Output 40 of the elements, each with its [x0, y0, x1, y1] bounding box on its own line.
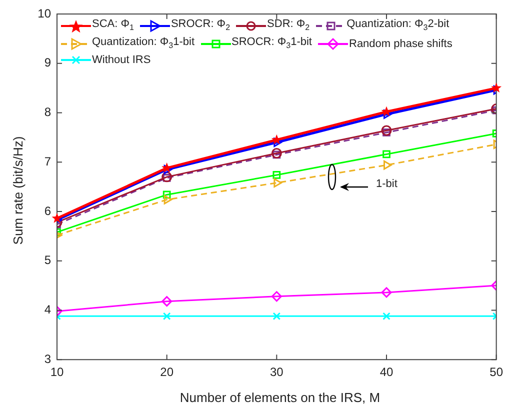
- legend-label: Random phase shifts: [349, 37, 452, 52]
- point: [381, 106, 392, 116]
- legend-label: Quantization: Φ$_{3}$2-bit: [346, 17, 450, 34]
- legend-label: Quantization: Φ$_{3}$1-bit: [92, 35, 195, 52]
- x-axis-title: Number of elements on the IRS, M: [178, 390, 382, 405]
- point: [382, 312, 390, 320]
- point: [271, 148, 282, 158]
- y-tick-label: 5: [44, 253, 52, 268]
- y-tick-label: 9: [44, 56, 52, 70]
- y-tick-label: 10: [38, 6, 52, 20]
- point: [272, 171, 281, 179]
- point: [162, 190, 171, 199]
- x-tick-label: 50: [490, 365, 504, 380]
- point: [164, 194, 172, 204]
- y-tick-label: 7: [44, 154, 52, 168]
- point: [274, 178, 282, 188]
- point: [162, 312, 171, 320]
- x-tick-label: 20: [160, 365, 174, 380]
- legend-label: SROCR: Φ$_{2}$: [170, 17, 230, 34]
- point: [382, 128, 390, 136]
- point: [382, 150, 390, 158]
- y-tick-label: 4: [44, 302, 52, 317]
- point: [381, 125, 392, 136]
- point: [272, 312, 281, 320]
- point: [272, 150, 281, 159]
- legend-label: Without IRS: [92, 53, 151, 68]
- x-tick-label: 30: [270, 365, 284, 380]
- point: [274, 138, 282, 148]
- y-tick-label: 8: [44, 105, 52, 120]
- point: [162, 296, 172, 307]
- y-tick-label: 6: [44, 204, 52, 218]
- point: [271, 291, 282, 302]
- annotation: 1-bit: [376, 178, 398, 190]
- y-tick-label: 3: [44, 352, 52, 366]
- x-tick-label: 40: [380, 365, 394, 380]
- point: [381, 287, 392, 298]
- legend-label: SDR: Φ$_{2}$: [267, 17, 310, 34]
- legend-label: SROCR: Φ$_{3}$1-bit: [232, 35, 312, 52]
- y-axis-title: Sum rate (bit/s/Hz): [10, 135, 26, 247]
- legend-label: SCA: Φ$_{1}$: [92, 17, 134, 34]
